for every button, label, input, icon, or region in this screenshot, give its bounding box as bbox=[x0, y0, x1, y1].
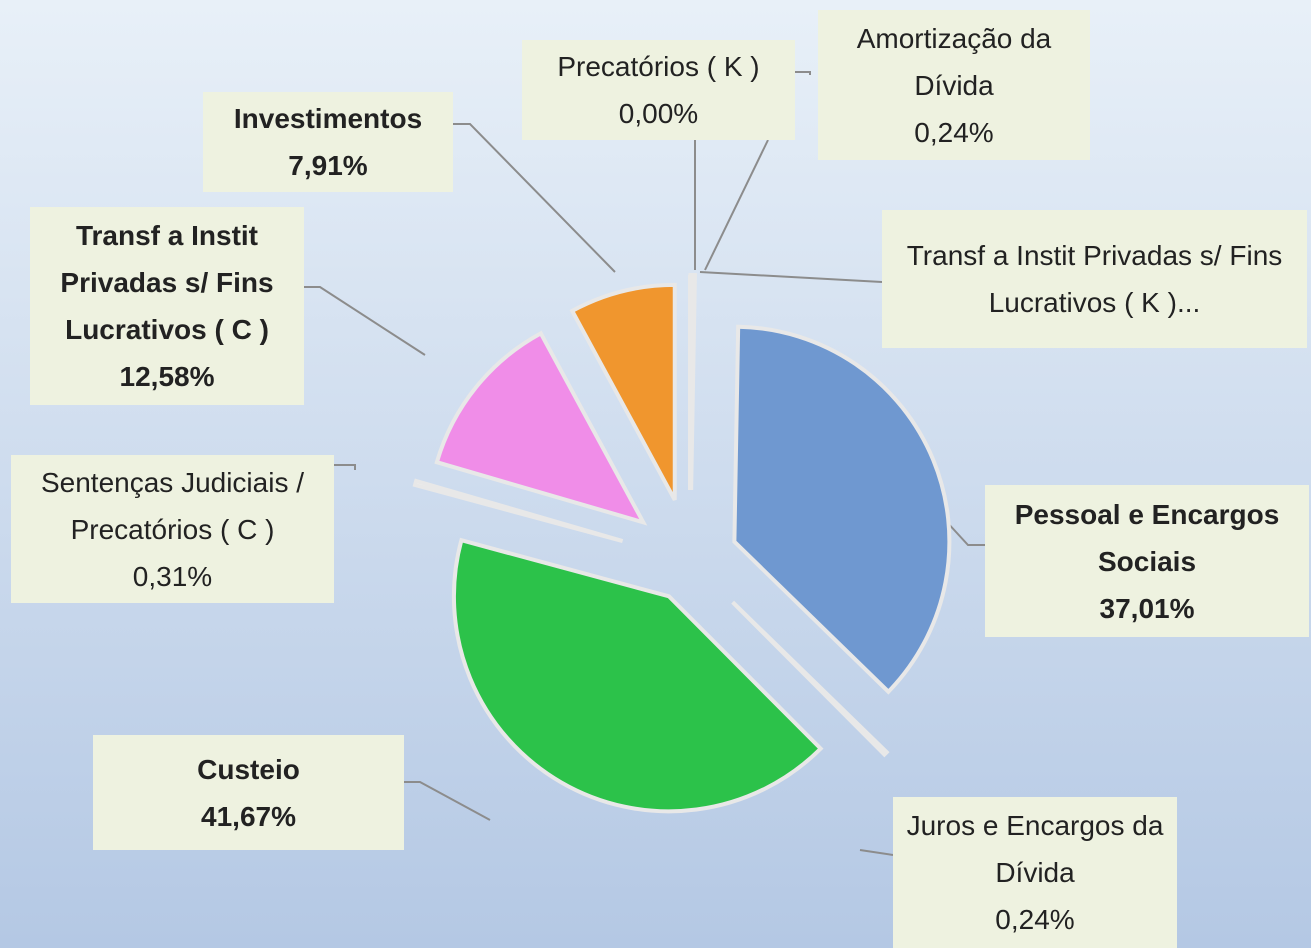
category-label: Custeio bbox=[197, 753, 300, 785]
leader-line bbox=[453, 123, 616, 273]
category-label: Transf a Instit Privadas s/ Fins Lucrati… bbox=[906, 240, 1283, 318]
category-label: Juros e Encargos da Dívida bbox=[906, 810, 1164, 888]
leader-line bbox=[704, 139, 769, 271]
leader-lines bbox=[304, 71, 985, 856]
slice-label: Juros e Encargos da Dívida 0,24% bbox=[893, 797, 1177, 948]
slice-label: Custeio 41,67% bbox=[93, 735, 404, 850]
slice-label: Precatórios ( K ) 0,00% bbox=[522, 40, 795, 140]
pie-slice bbox=[434, 330, 648, 526]
category-label: Precatórios ( K ) bbox=[557, 51, 760, 82]
slice-label: Amortização da Dívida 0,24% bbox=[818, 10, 1090, 160]
value-label: 0,24% bbox=[914, 116, 994, 148]
slice-label: Transf a Instit Privadas s/ Fins Lucrati… bbox=[882, 210, 1307, 348]
slice-label: Pessoal e Encargos Sociais 37,01% bbox=[985, 485, 1309, 637]
pie-slice bbox=[689, 273, 697, 491]
slice-label: Sentenças Judiciais / Precatórios ( C ) 0… bbox=[11, 455, 334, 603]
value-label: 0,31% bbox=[132, 560, 213, 592]
pie-slice bbox=[569, 282, 677, 501]
pie-slice bbox=[731, 600, 890, 758]
value-label: 0,24% bbox=[995, 904, 1075, 935]
leader-line bbox=[859, 849, 894, 856]
pie-slice bbox=[732, 324, 952, 695]
value-label: 37,01% bbox=[1099, 592, 1195, 624]
category-label: Investimentos bbox=[233, 103, 423, 134]
leader-line bbox=[699, 271, 883, 283]
slice-label: Transf a Instit Privadas s/ Fins Lucrati… bbox=[30, 207, 304, 405]
leader-line bbox=[944, 519, 985, 546]
category-label: Pessoal e Encargos Sociais bbox=[1014, 498, 1280, 577]
pie-slice bbox=[412, 478, 624, 544]
category-label: Amortização da Dívida bbox=[856, 22, 1052, 101]
value-label: 7,91% bbox=[288, 150, 368, 181]
leader-line bbox=[795, 71, 811, 75]
leader-line bbox=[304, 286, 426, 356]
value-label: 12,58% bbox=[119, 361, 215, 392]
leader-line bbox=[334, 464, 356, 470]
category-label: Sentenças Judiciais / Precatórios ( C ) bbox=[40, 466, 305, 545]
value-label: 41,67% bbox=[201, 800, 296, 832]
pie-slice bbox=[451, 537, 824, 814]
leader-line bbox=[404, 781, 491, 821]
category-label: Transf a Instit Privadas s/ Fins Lucrati… bbox=[60, 220, 274, 345]
value-label: 0,00% bbox=[618, 98, 699, 129]
slice-label: Investimentos 7,91% bbox=[203, 92, 453, 192]
